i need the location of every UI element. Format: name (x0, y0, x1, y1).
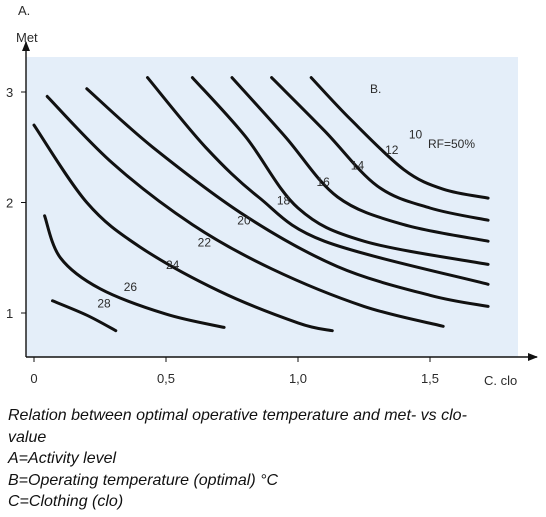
y-tick-label: 1 (6, 306, 13, 321)
x-axis-label: C. clo (484, 373, 517, 388)
curve-label-16: 16 (316, 175, 330, 189)
caption-line: C=Clothing (clo) (8, 493, 124, 510)
series-line-12 (270, 76, 490, 222)
y-tick-label: 2 (6, 196, 13, 211)
series-line-26 (43, 214, 226, 329)
annotation-rh: RF=50% (428, 137, 475, 151)
y-tick-label: 3 (6, 85, 13, 100)
series-line-16 (190, 76, 490, 266)
x-tick-label: 1,0 (289, 371, 307, 386)
series-line-14 (230, 76, 490, 243)
series-line-24 (32, 123, 334, 333)
curve-label-22: 22 (198, 236, 212, 250)
series-line-18 (146, 76, 490, 286)
x-tick-label: 0 (30, 371, 37, 386)
series-line-22 (45, 94, 445, 328)
curve-label-18: 18 (277, 194, 291, 208)
x-tick-label: 1,5 (421, 371, 439, 386)
x-tick-label: 0,5 (157, 371, 175, 386)
y-axis-label: Met (16, 30, 38, 45)
caption-line: value (8, 428, 47, 446)
panel-label: A. (18, 3, 30, 18)
curve-label-24: 24 (166, 258, 180, 272)
curve-label-20: 20 (237, 214, 251, 228)
series-line-28 (51, 299, 118, 333)
curve-label-12: 12 (385, 143, 399, 157)
curve-label-26: 26 (124, 280, 138, 294)
caption-line: B=Operating temperature (optimal) °C (8, 471, 279, 489)
series-header: B. (370, 82, 381, 96)
figure-caption: Relation between optimal operative tempe… (8, 405, 540, 513)
curve-label-28: 28 (97, 296, 111, 310)
series-line-10 (309, 76, 490, 200)
caption-line: Relation between optimal operative tempe… (8, 407, 467, 424)
series-line-20 (85, 87, 490, 308)
caption-line: A=Activity level (8, 450, 117, 467)
curve-label-14: 14 (351, 158, 365, 172)
curve-label-10: 10 (409, 127, 423, 141)
